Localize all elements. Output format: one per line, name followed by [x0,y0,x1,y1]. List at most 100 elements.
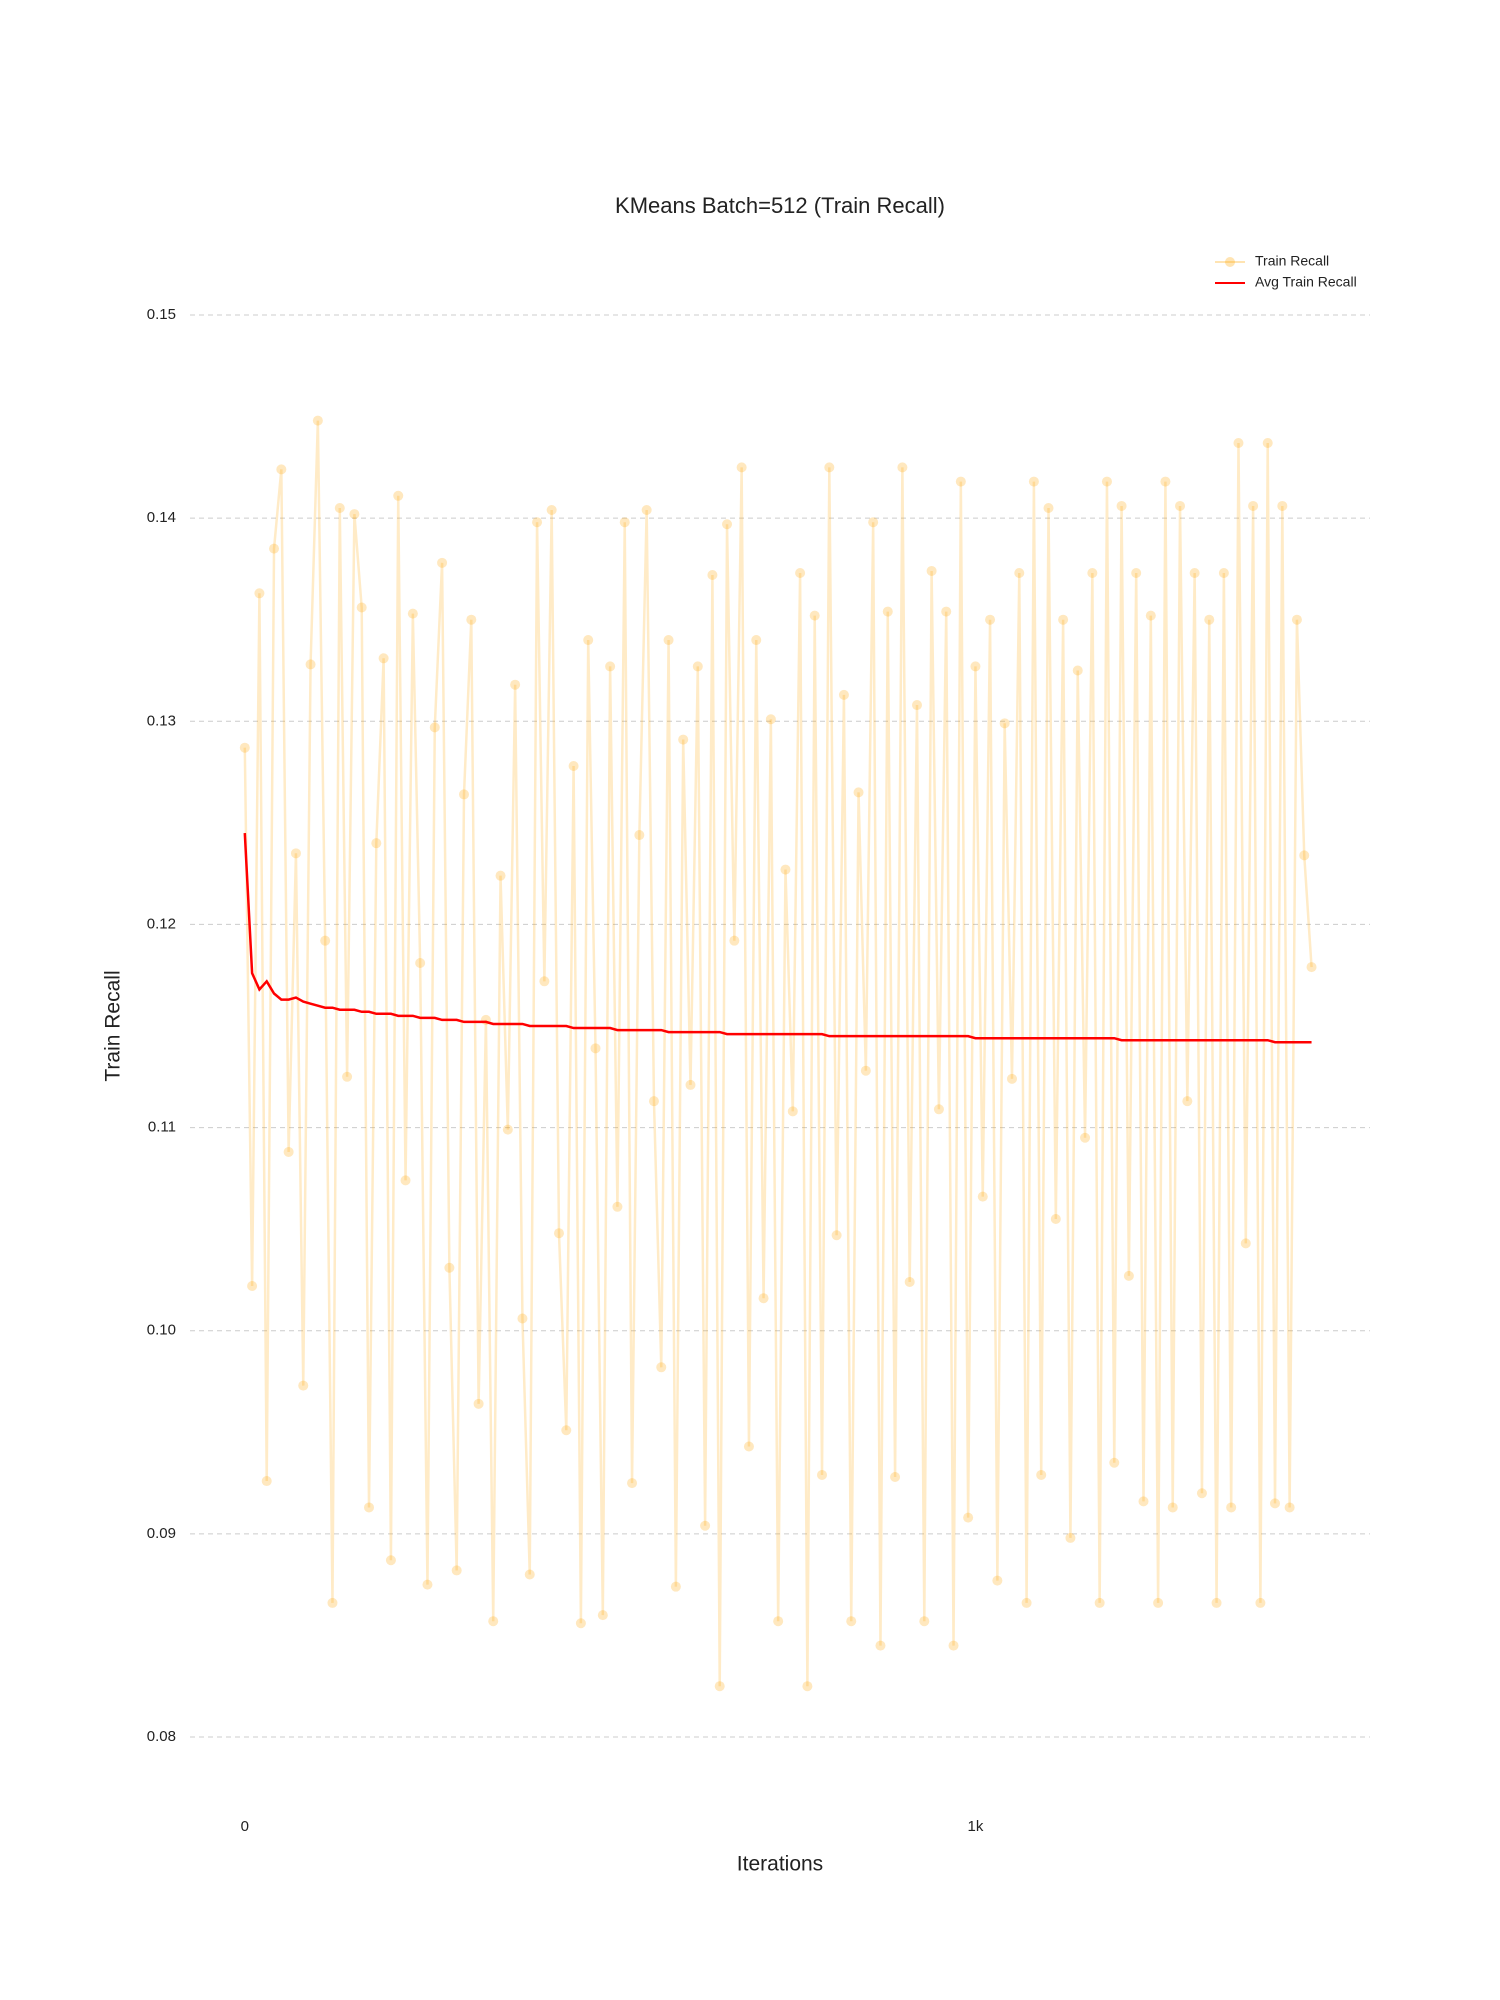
point [247,1281,258,1292]
point [685,1079,696,1090]
point [451,1565,462,1576]
series-line-light [243,420,1313,1687]
point [1182,1096,1193,1107]
point [1160,476,1171,487]
x-axis-title: Iterations [737,1853,823,1876]
point [312,415,323,426]
point [590,1043,601,1054]
y-tick-label: 0.10 [147,1322,176,1339]
point [356,602,367,613]
point [627,1478,638,1489]
point [1167,1502,1178,1513]
point [466,614,477,625]
point [890,1471,901,1482]
point [305,659,316,670]
point [458,789,469,800]
point [831,1230,842,1241]
point [415,958,426,969]
point [911,700,922,711]
point [809,610,820,621]
point [1226,1502,1237,1513]
point [385,1555,396,1566]
point [795,567,806,578]
point [575,1618,586,1629]
point [904,1276,915,1287]
point [254,588,265,599]
point [802,1681,813,1692]
point [670,1581,681,1592]
point [298,1380,309,1391]
point [882,606,893,617]
point [963,1512,974,1523]
y-tick-label: 0.14 [147,509,176,526]
point [707,570,718,581]
point [1218,567,1229,578]
point [838,689,849,700]
point [364,1502,375,1513]
point [1080,1132,1091,1143]
point [1028,476,1039,487]
point [495,870,506,881]
point [524,1569,535,1580]
point [641,505,652,516]
point [817,1469,828,1480]
point [583,635,594,646]
point [1255,1597,1266,1608]
point [758,1293,769,1304]
point [897,462,908,473]
point [422,1579,433,1590]
point [1116,500,1127,511]
point [619,517,630,528]
point [743,1441,754,1452]
point [1196,1488,1207,1499]
point [977,1191,988,1202]
point [290,848,301,859]
point [1014,567,1025,578]
point [729,935,740,946]
point [868,517,879,528]
point [948,1640,959,1651]
point [875,1640,886,1651]
series-line [243,832,1312,1044]
point [407,608,418,619]
point [1204,614,1215,625]
point [1094,1597,1105,1608]
point [276,464,287,475]
point [663,635,674,646]
point [1131,567,1142,578]
point [678,734,689,745]
legend-label: Avg Train Recall [1255,274,1357,290]
y-tick-label: 0.11 [148,1119,176,1136]
point [824,462,835,473]
y-tick-label: 0.15 [147,306,176,323]
point [787,1106,798,1117]
point [722,519,733,530]
point [502,1124,513,1135]
x-tick-label: 1k [968,1818,984,1835]
point [853,787,864,798]
legend-marker [1225,257,1235,267]
point [400,1175,411,1186]
point [1138,1496,1149,1507]
point [1006,1073,1017,1084]
point [1145,610,1156,621]
point [985,614,996,625]
y-tick-label: 0.09 [147,1525,176,1542]
point [1211,1597,1222,1608]
point [349,509,360,520]
point [700,1520,711,1531]
point [371,838,382,849]
point [1299,850,1310,861]
point [1065,1532,1076,1543]
point [656,1362,667,1373]
point [1050,1213,1061,1224]
point [269,543,280,554]
point [1240,1238,1251,1249]
point [933,1104,944,1115]
point [429,722,440,733]
y-tick-label: 0.08 [147,1728,176,1745]
point [1043,502,1054,513]
point [1101,476,1112,487]
y-tick-label: 0.13 [147,712,176,729]
point [634,830,645,841]
